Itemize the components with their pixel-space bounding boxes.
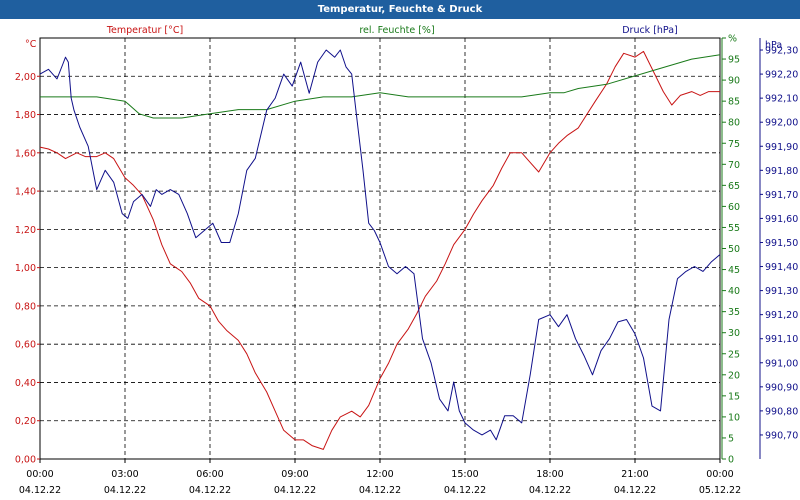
humidity-tick-label: 80 — [728, 118, 740, 129]
pressure-tick-label: 990,80 — [765, 406, 798, 417]
humidity-tick-label: 70 — [728, 160, 740, 171]
temperature-tick-label: 1,00 — [15, 263, 36, 274]
humidity-tick-label: 15 — [728, 391, 740, 402]
humidity-tick-label: 65 — [728, 181, 740, 192]
date-tick-label: 04.12.22 — [104, 485, 146, 496]
time-tick-label: 06:00 — [196, 469, 223, 480]
humidity-tick-label: 55 — [728, 223, 740, 234]
temperature-unit-label: °C — [25, 39, 37, 50]
humidity-axis-label: rel. Feuchte [%] — [359, 25, 434, 36]
temperature-tick-label: 0,60 — [15, 340, 36, 351]
pressure-tick-label: 991,10 — [765, 334, 798, 345]
humidity-tick-label: 20 — [728, 370, 740, 381]
temperature-tick-label: 0,00 — [15, 455, 36, 466]
temperature-axis: 0,00 0,20 0,40 0,60 0,80 1,00 1,20 1,40 1,60 1,80… — [15, 72, 40, 466]
humidity-tick-label: 75 — [728, 139, 740, 150]
pressure-unit-label: hPa — [765, 40, 782, 51]
humidity-tick-label: 95 — [728, 55, 740, 66]
humidity-tick-label: 90 — [728, 76, 740, 87]
grid — [40, 38, 720, 459]
time-axis: 00:00 04.12.22 03:00 04.12.22 06:00 04.12.22 0… — [19, 459, 741, 496]
pressure-tick-label: 991,50 — [765, 238, 798, 249]
humidity-tick-label: 60 — [728, 202, 740, 213]
temperature-tick-label: 0,80 — [15, 301, 36, 312]
date-tick-label: 04.12.22 — [19, 485, 61, 496]
time-tick-label: 03:00 — [111, 469, 138, 480]
pressure-tick-label: 992,10 — [765, 94, 798, 105]
pressure-tick-label: 990,70 — [765, 430, 798, 441]
temperature-tick-label: 1,80 — [15, 110, 36, 121]
temperature-tick-label: 2,00 — [15, 72, 36, 83]
humidity-tick-label: 45 — [728, 265, 740, 276]
time-tick-label: 18:00 — [536, 469, 563, 480]
pressure-tick-label: 991,20 — [765, 310, 798, 321]
time-tick-label: 00:00 — [26, 469, 53, 480]
humidity-tick-label: 85 — [728, 97, 740, 108]
date-tick-label: 04.12.22 — [274, 485, 316, 496]
time-tick-label: 00:00 — [706, 469, 733, 480]
pressure-tick-label: 992,20 — [765, 70, 798, 81]
humidity-tick-label: 0 — [728, 455, 734, 466]
time-tick-label: 09:00 — [281, 469, 308, 480]
series-group — [39, 49, 721, 450]
humidity-tick-label: 25 — [728, 349, 740, 360]
temperature-tick-label: 1,40 — [15, 187, 36, 198]
time-tick-label: 21:00 — [621, 469, 648, 480]
chart: Temperatur [°C] rel. Feuchte [%] Druck [… — [15, 25, 798, 496]
pressure-tick-label: 990,90 — [765, 382, 798, 393]
pressure-tick-label: 991,70 — [765, 190, 798, 201]
temperature-tick-label: 0,20 — [15, 416, 36, 427]
time-tick-label: 15:00 — [451, 469, 478, 480]
humidity-tick-label: 40 — [728, 286, 740, 297]
temperature-tick-label: 0,40 — [15, 378, 36, 389]
pressure-tick-label: 991,30 — [765, 286, 798, 297]
pressure-tick-label: 991,90 — [765, 142, 798, 153]
humidity-tick-label: 5 — [728, 433, 734, 444]
humidity-tick-label: % — [728, 34, 737, 45]
humidity-series-line — [40, 54, 721, 119]
temperature-tick-label: 1,60 — [15, 148, 36, 159]
pressure-tick-label: 991,60 — [765, 214, 798, 225]
pressure-axis: 990,70 990,80 990,90 991,00 991,10 991,20 991,… — [759, 38, 798, 459]
date-tick-label: 05.12.22 — [699, 485, 741, 496]
date-tick-label: 04.12.22 — [359, 485, 401, 496]
date-tick-label: 04.12.22 — [614, 485, 656, 496]
date-tick-label: 04.12.22 — [529, 485, 571, 496]
pressure-tick-label: 991,00 — [765, 358, 798, 369]
humidity-tick-label: 50 — [728, 244, 740, 255]
pressure-series-line — [39, 49, 721, 441]
pressure-tick-label: 991,40 — [765, 262, 798, 273]
humidity-axis: 0 5 10 15 20 25 30 35 40 45 50 55 60 65 70 75 80 85 90 95% — [721, 34, 740, 466]
pressure-tick-label: 992,00 — [765, 118, 798, 129]
time-tick-label: 12:00 — [366, 469, 393, 480]
pressure-tick-label: 992,30 — [765, 46, 798, 57]
pressure-tick-label: 991,80 — [765, 166, 798, 177]
pressure-axis-label: Druck [hPa] — [622, 25, 678, 36]
humidity-tick-label: 35 — [728, 307, 740, 318]
date-tick-label: 04.12.22 — [189, 485, 231, 496]
humidity-tick-label: 10 — [728, 412, 740, 423]
temperature-axis-label: Temperatur [°C] — [106, 25, 183, 36]
temperature-tick-label: 1,20 — [15, 225, 36, 236]
window-title: Temperatur, Feuchte & Druck — [0, 0, 800, 19]
humidity-tick-label: 30 — [728, 328, 740, 339]
date-tick-label: 04.12.22 — [444, 485, 486, 496]
